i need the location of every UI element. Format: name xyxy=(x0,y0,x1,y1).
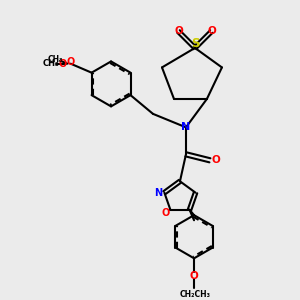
Text: N: N xyxy=(154,188,163,198)
Text: O: O xyxy=(212,155,220,165)
Text: CH₃: CH₃ xyxy=(43,59,59,68)
Text: O: O xyxy=(174,26,183,37)
Text: O: O xyxy=(67,57,75,67)
Text: CH₃: CH₃ xyxy=(48,55,63,64)
Text: O: O xyxy=(190,271,198,281)
Text: O: O xyxy=(162,208,170,218)
Text: S: S xyxy=(191,37,199,50)
Text: N: N xyxy=(181,122,190,132)
Text: O: O xyxy=(207,26,216,37)
Text: CH₂CH₃: CH₂CH₃ xyxy=(180,290,211,299)
Text: O: O xyxy=(59,59,67,69)
